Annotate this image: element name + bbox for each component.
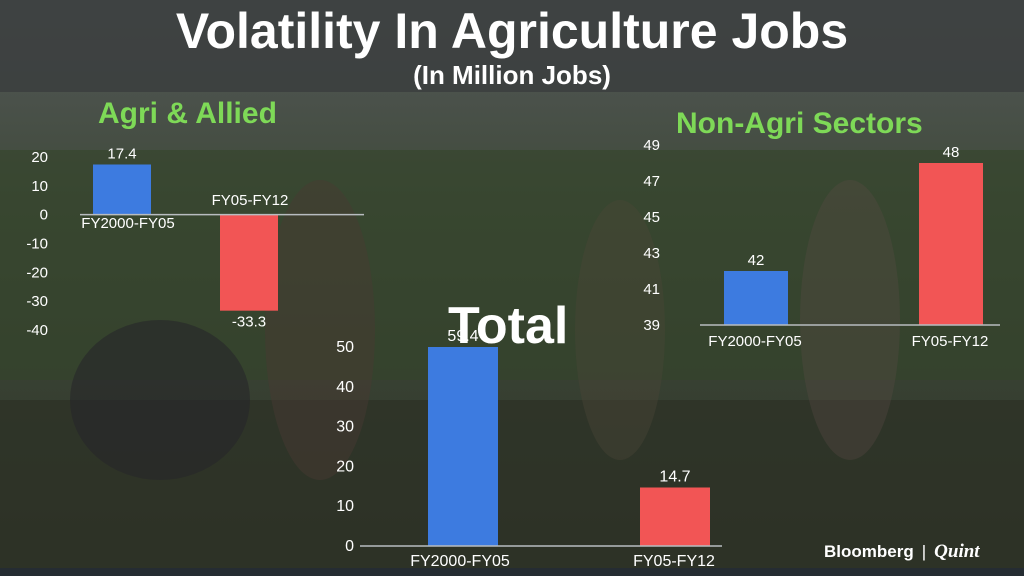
data-label: 59.4 — [447, 328, 478, 345]
y-tick-label: 10 — [31, 178, 48, 195]
data-label: -33.3 — [232, 314, 266, 331]
brand-logo: Bloomberg | Quint — [824, 541, 980, 563]
bar — [724, 271, 788, 325]
brand-bloomberg: Bloomberg — [824, 542, 914, 561]
y-tick-label: 39 — [643, 317, 660, 334]
brand-separator: | — [921, 542, 927, 561]
y-tick-label: 50 — [336, 339, 354, 356]
category-label: FY2000-FY05 — [708, 333, 801, 350]
chart-subtitle: (In Million Jobs) — [413, 60, 611, 90]
data-label: 14.7 — [659, 468, 690, 485]
bar — [93, 164, 151, 215]
y-tick-label: 20 — [31, 149, 48, 166]
y-tick-label: 20 — [336, 458, 354, 475]
category-label: FY2000-FY05 — [81, 215, 174, 232]
y-tick-label: 0 — [40, 207, 48, 224]
data-label: 48 — [943, 144, 960, 161]
y-tick-label: -20 — [26, 264, 48, 281]
y-tick-label: -10 — [26, 236, 48, 253]
data-label: 17.4 — [107, 145, 136, 162]
bar — [428, 347, 498, 546]
brand-quint: Quint — [934, 541, 980, 562]
category-label: FY05-FY12 — [633, 553, 715, 570]
bar — [640, 487, 710, 546]
category-label: FY05-FY12 — [912, 333, 989, 350]
y-tick-label: 49 — [643, 137, 660, 154]
y-tick-label: 10 — [336, 498, 354, 515]
nonagri-panel-title: Non-Agri Sectors — [676, 107, 923, 140]
y-tick-label: 30 — [336, 419, 354, 436]
y-tick-label: 40 — [336, 379, 354, 396]
agri-panel-title: Agri & Allied — [98, 97, 277, 130]
y-tick-label: 0 — [345, 538, 354, 555]
data-label: 42 — [748, 252, 765, 269]
y-tick-label: 47 — [643, 173, 660, 190]
y-tick-label: -30 — [26, 293, 48, 310]
y-tick-label: 43 — [643, 245, 660, 262]
y-tick-label: -40 — [26, 322, 48, 339]
category-label: FY2000-FY05 — [410, 553, 510, 570]
bar — [220, 214, 278, 311]
bar — [919, 163, 983, 325]
category-label: FY05-FY12 — [212, 192, 289, 209]
y-tick-label: 41 — [643, 281, 660, 298]
chart-title: Volatility In Agriculture Jobs — [175, 3, 849, 59]
total-panel-title: Total — [448, 297, 569, 355]
y-tick-label: 45 — [643, 209, 660, 226]
